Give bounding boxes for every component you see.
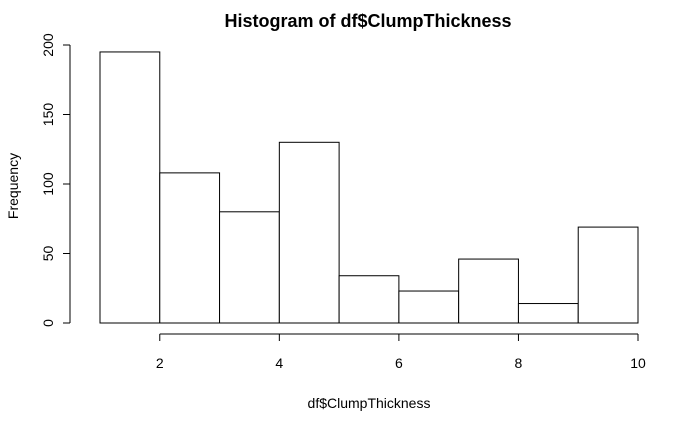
histogram-bar-5 [338, 275, 400, 324]
x-tick-label-8: 8 [515, 355, 523, 371]
histogram-bar-3 [219, 211, 280, 324]
histogram-bar-1 [99, 51, 161, 324]
histogram-bar-2 [159, 172, 221, 324]
x-tick-label-10: 10 [630, 355, 646, 371]
y-tick-label-100: 100 [40, 172, 56, 196]
y-tick-label-50: 50 [40, 246, 56, 262]
histogram-bar-6 [398, 290, 460, 324]
bars-group [99, 51, 639, 324]
histogram-bar-4 [278, 141, 340, 324]
chart-title: Histogram of df$ClumpThickness [224, 11, 511, 31]
x-tick-label-2: 2 [156, 355, 164, 371]
y-axis: 0 50 100 150 200 [40, 33, 71, 327]
histogram-bar-9 [577, 226, 639, 324]
histogram-bar-8 [517, 303, 579, 324]
x-tick-label-4: 4 [275, 355, 283, 371]
histogram-bar-7 [458, 258, 519, 324]
x-tick-label-6: 6 [395, 355, 403, 371]
x-axis: 2 4 6 8 10 [156, 333, 646, 371]
y-tick-label-150: 150 [40, 103, 56, 127]
y-tick-label-200: 200 [40, 33, 56, 57]
x-axis-label: df$ClumpThickness [308, 395, 431, 411]
y-tick-label-0: 0 [40, 319, 56, 327]
y-axis-label: Frequency [5, 153, 21, 219]
